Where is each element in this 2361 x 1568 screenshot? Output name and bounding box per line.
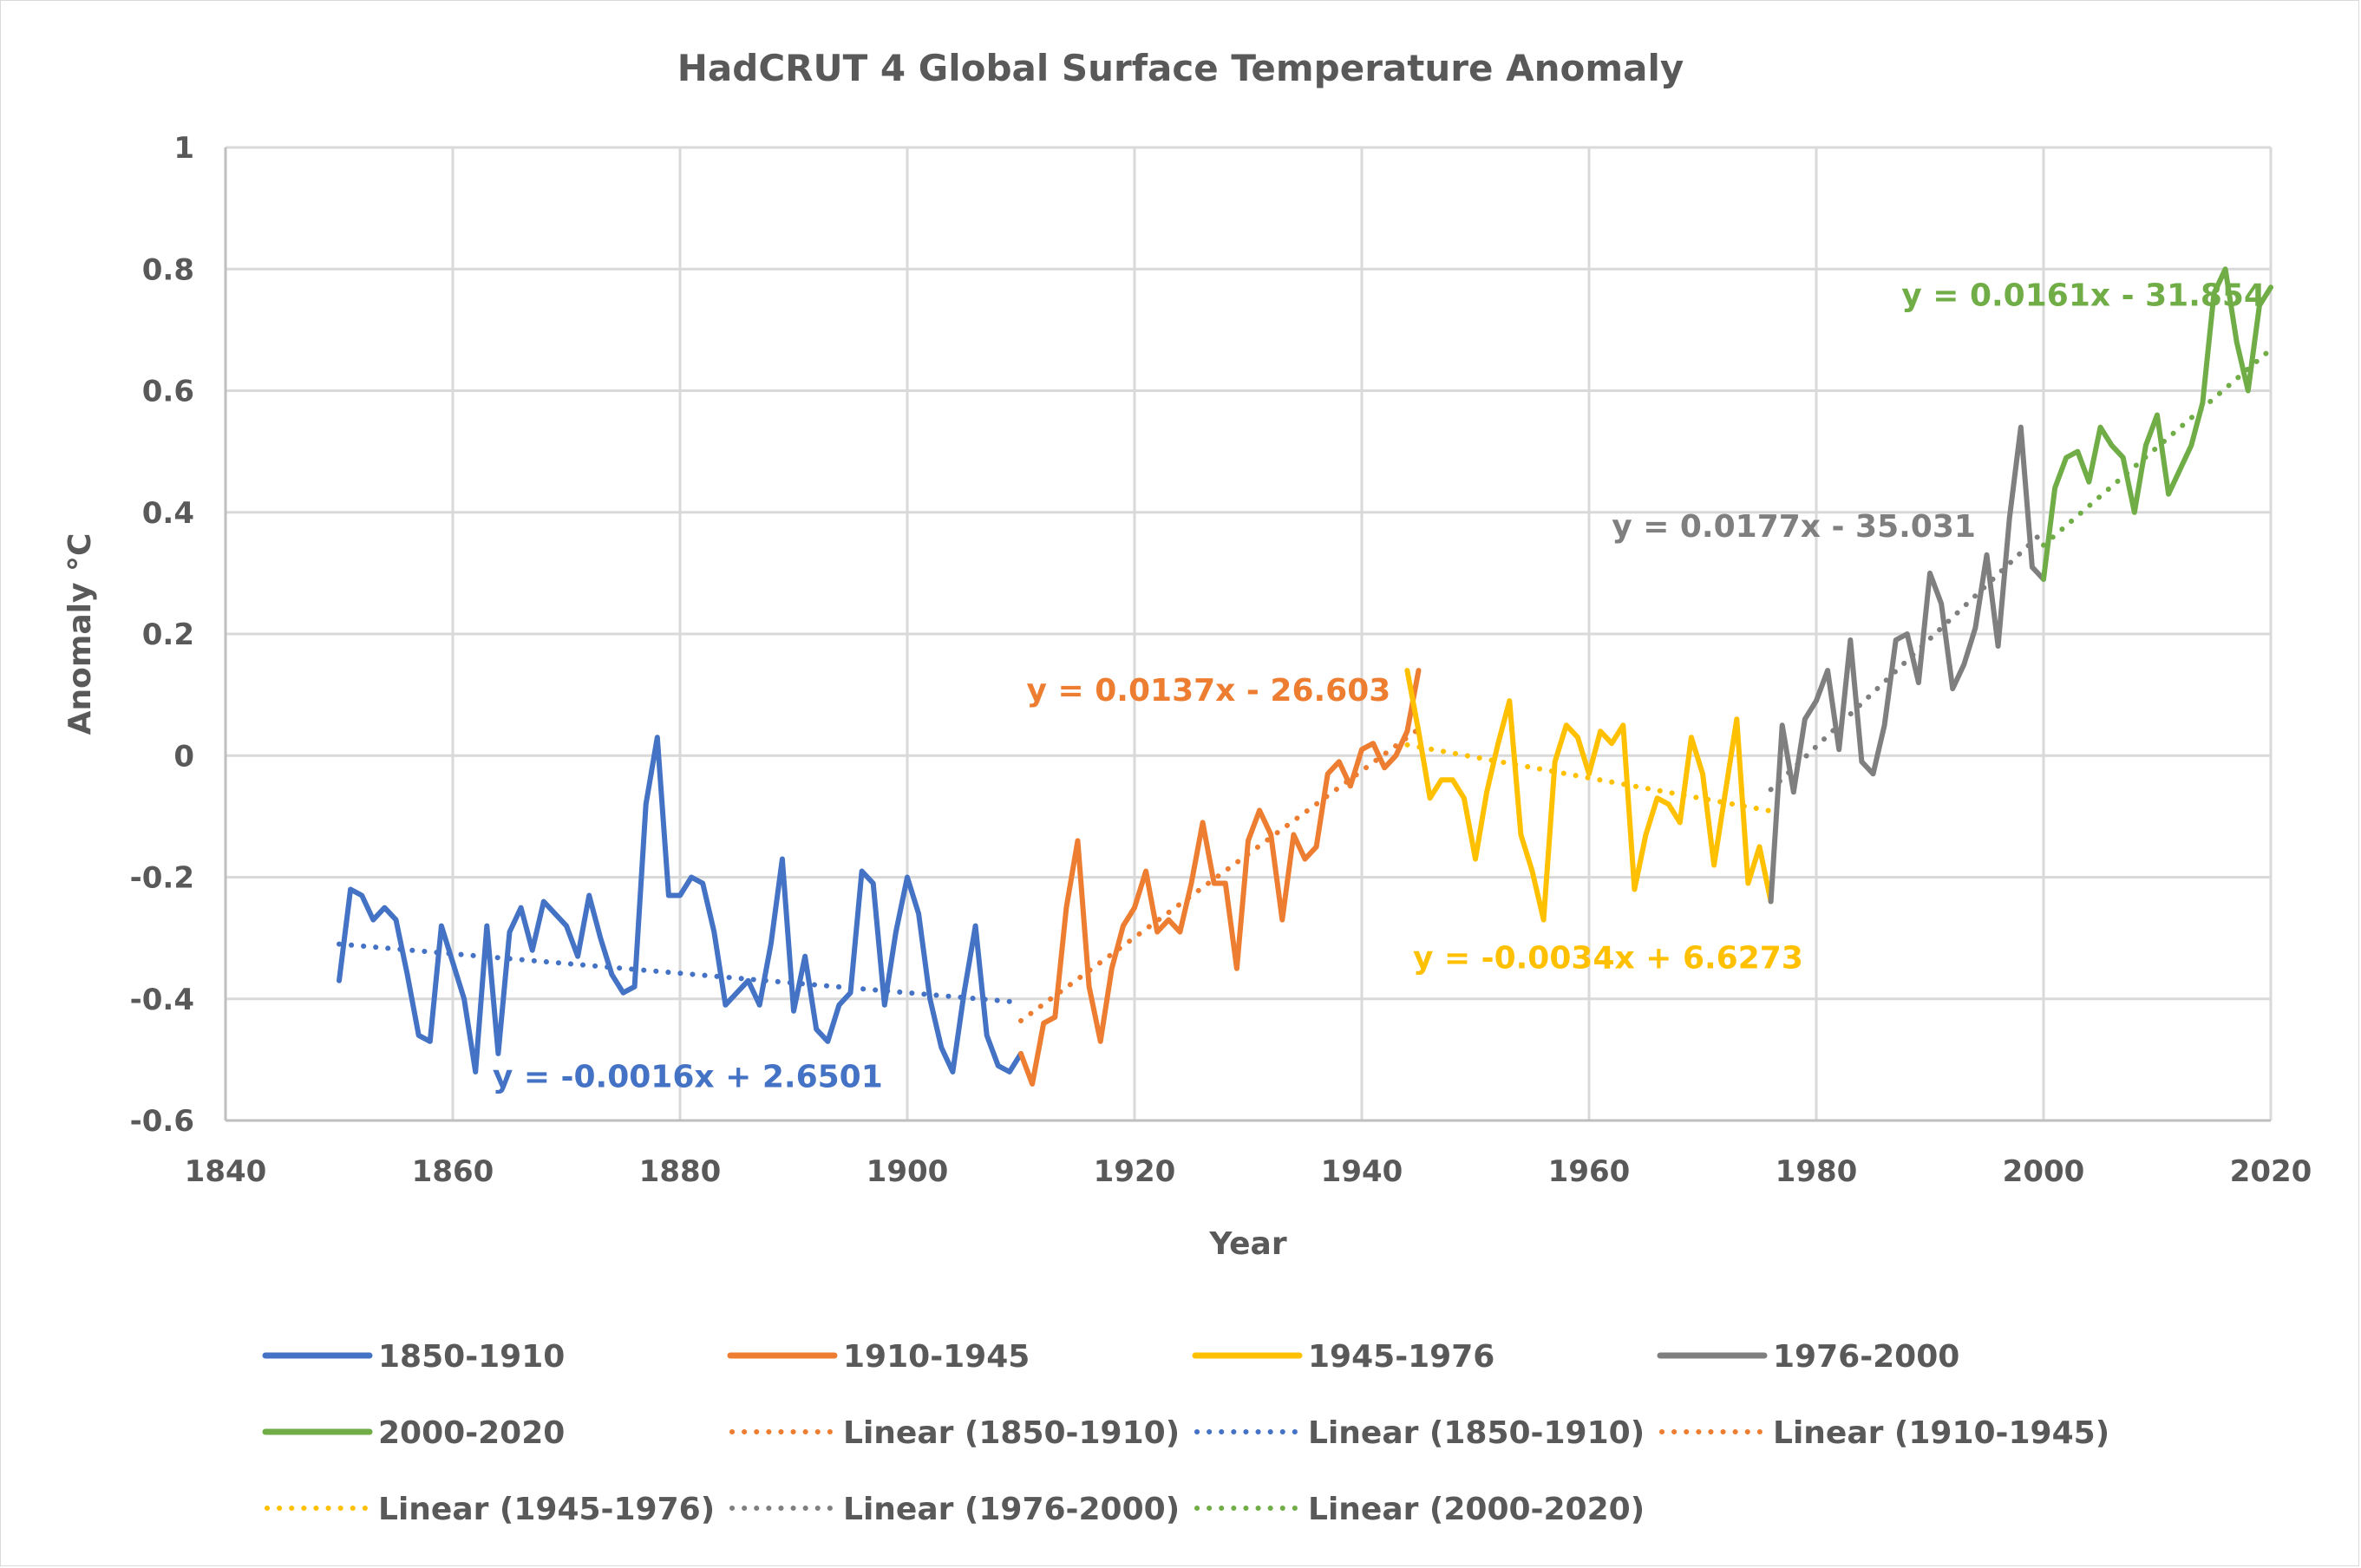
trendline xyxy=(1018,726,1422,1023)
x-tick-label: 1940 xyxy=(1321,1154,1403,1189)
legend-item: Linear (1850-1910) xyxy=(1194,1415,1645,1451)
legend-label: Linear (1850-1910) xyxy=(1308,1415,1645,1451)
legend-label: Linear (2000-2020) xyxy=(1308,1492,1645,1527)
trend-equation-label: y = 0.0137x - 26.603 xyxy=(1027,673,1391,709)
y-axis-title: Anomaly °C xyxy=(62,533,98,735)
trend-equation-label: y = 0.0161x - 31.854 xyxy=(1901,278,2266,313)
y-tick-label: 1 xyxy=(173,131,194,166)
legend-label: 1910-1945 xyxy=(843,1339,1030,1375)
y-tick-label: 0 xyxy=(173,739,194,774)
x-tick-label: 2020 xyxy=(2230,1154,2312,1189)
legend-label: 1976-2000 xyxy=(1773,1339,1959,1375)
x-tick-label: 1980 xyxy=(1776,1154,1858,1189)
legend-label: Linear (1910-1945) xyxy=(1773,1415,2109,1451)
x-tick-label: 1900 xyxy=(867,1154,949,1189)
legend-item: 1976-2000 xyxy=(1657,1339,1959,1375)
series-line xyxy=(337,735,1024,1075)
trend-equation-label: y = -0.0034x + 6.6273 xyxy=(1413,941,1803,977)
y-tick-label: 0.8 xyxy=(142,252,194,287)
legend-item: Linear (1945-1976) xyxy=(265,1492,715,1527)
x-tick-label: 2000 xyxy=(2003,1154,2085,1189)
y-tick-label: -0.4 xyxy=(130,983,194,1017)
legend-label: Linear (1945-1976) xyxy=(378,1492,715,1527)
legend-label: 1850-1910 xyxy=(378,1339,565,1375)
legend-item: Linear (1910-1945) xyxy=(1659,1415,2109,1451)
trendline xyxy=(1404,742,1774,814)
trend-equation-label: y = 0.0177x - 35.031 xyxy=(1612,509,1976,545)
legend-item: 2000-2020 xyxy=(262,1415,565,1451)
legend-item: 1850-1910 xyxy=(262,1339,565,1375)
y-tick-labels: 1 0.8 0.6 0.4 0.2 0 -0.2 -0.4 -0.6 xyxy=(130,131,194,1139)
series-lines xyxy=(337,266,2273,1087)
legend-label: 1945-1976 xyxy=(1308,1339,1494,1375)
y-tick-label: 0.2 xyxy=(142,617,194,652)
trendline xyxy=(337,941,1024,1005)
legend-label: Linear (1850-1910) xyxy=(843,1415,1180,1451)
series-line xyxy=(2041,266,2273,582)
trend-equation-label: y = -0.0016x + 2.6501 xyxy=(493,1059,883,1094)
y-tick-label: -0.2 xyxy=(130,861,194,896)
legend-item: Linear (1850-1910) xyxy=(729,1415,1180,1451)
x-tick-label: 1840 xyxy=(185,1154,267,1189)
trendline xyxy=(2041,346,2273,548)
y-tick-label: -0.6 xyxy=(130,1104,194,1139)
x-tick-label: 1860 xyxy=(412,1154,494,1189)
legend: 1850-1910 1910-1945 1945-1976 1976-2000 2000… xyxy=(262,1339,2109,1527)
legend-item: 1910-1945 xyxy=(727,1339,1030,1375)
series-line xyxy=(1404,668,1774,923)
x-tick-label: 1960 xyxy=(1548,1154,1631,1189)
axes xyxy=(224,147,2271,1122)
x-tick-label: 1920 xyxy=(1094,1154,1176,1189)
trendline xyxy=(1768,528,2046,793)
trendlines xyxy=(337,346,2273,1023)
trend-equations: y = -0.0016x + 2.6501 y = 0.0137x - 26.60… xyxy=(493,278,2266,1094)
legend-item: Linear (1976-2000) xyxy=(729,1492,1180,1527)
legend-label: Linear (1976-2000) xyxy=(843,1492,1180,1527)
series-line xyxy=(1768,424,2046,905)
series-line xyxy=(1018,668,1422,1087)
y-tick-label: 0.4 xyxy=(142,496,194,531)
x-tick-labels: 1840 1860 1880 1900 1920 1940 1960 1980 2000 2020 xyxy=(185,1154,2312,1189)
chart-title: HadCRUT 4 Global Surface Temperature Ano… xyxy=(677,47,1684,89)
x-tick-label: 1880 xyxy=(639,1154,722,1189)
y-tick-label: 0.6 xyxy=(142,375,194,409)
x-axis-title: Year xyxy=(1208,1226,1286,1262)
legend-item: 1945-1976 xyxy=(1192,1339,1494,1375)
legend-label: 2000-2020 xyxy=(378,1415,565,1451)
legend-item: Linear (2000-2020) xyxy=(1194,1492,1645,1527)
